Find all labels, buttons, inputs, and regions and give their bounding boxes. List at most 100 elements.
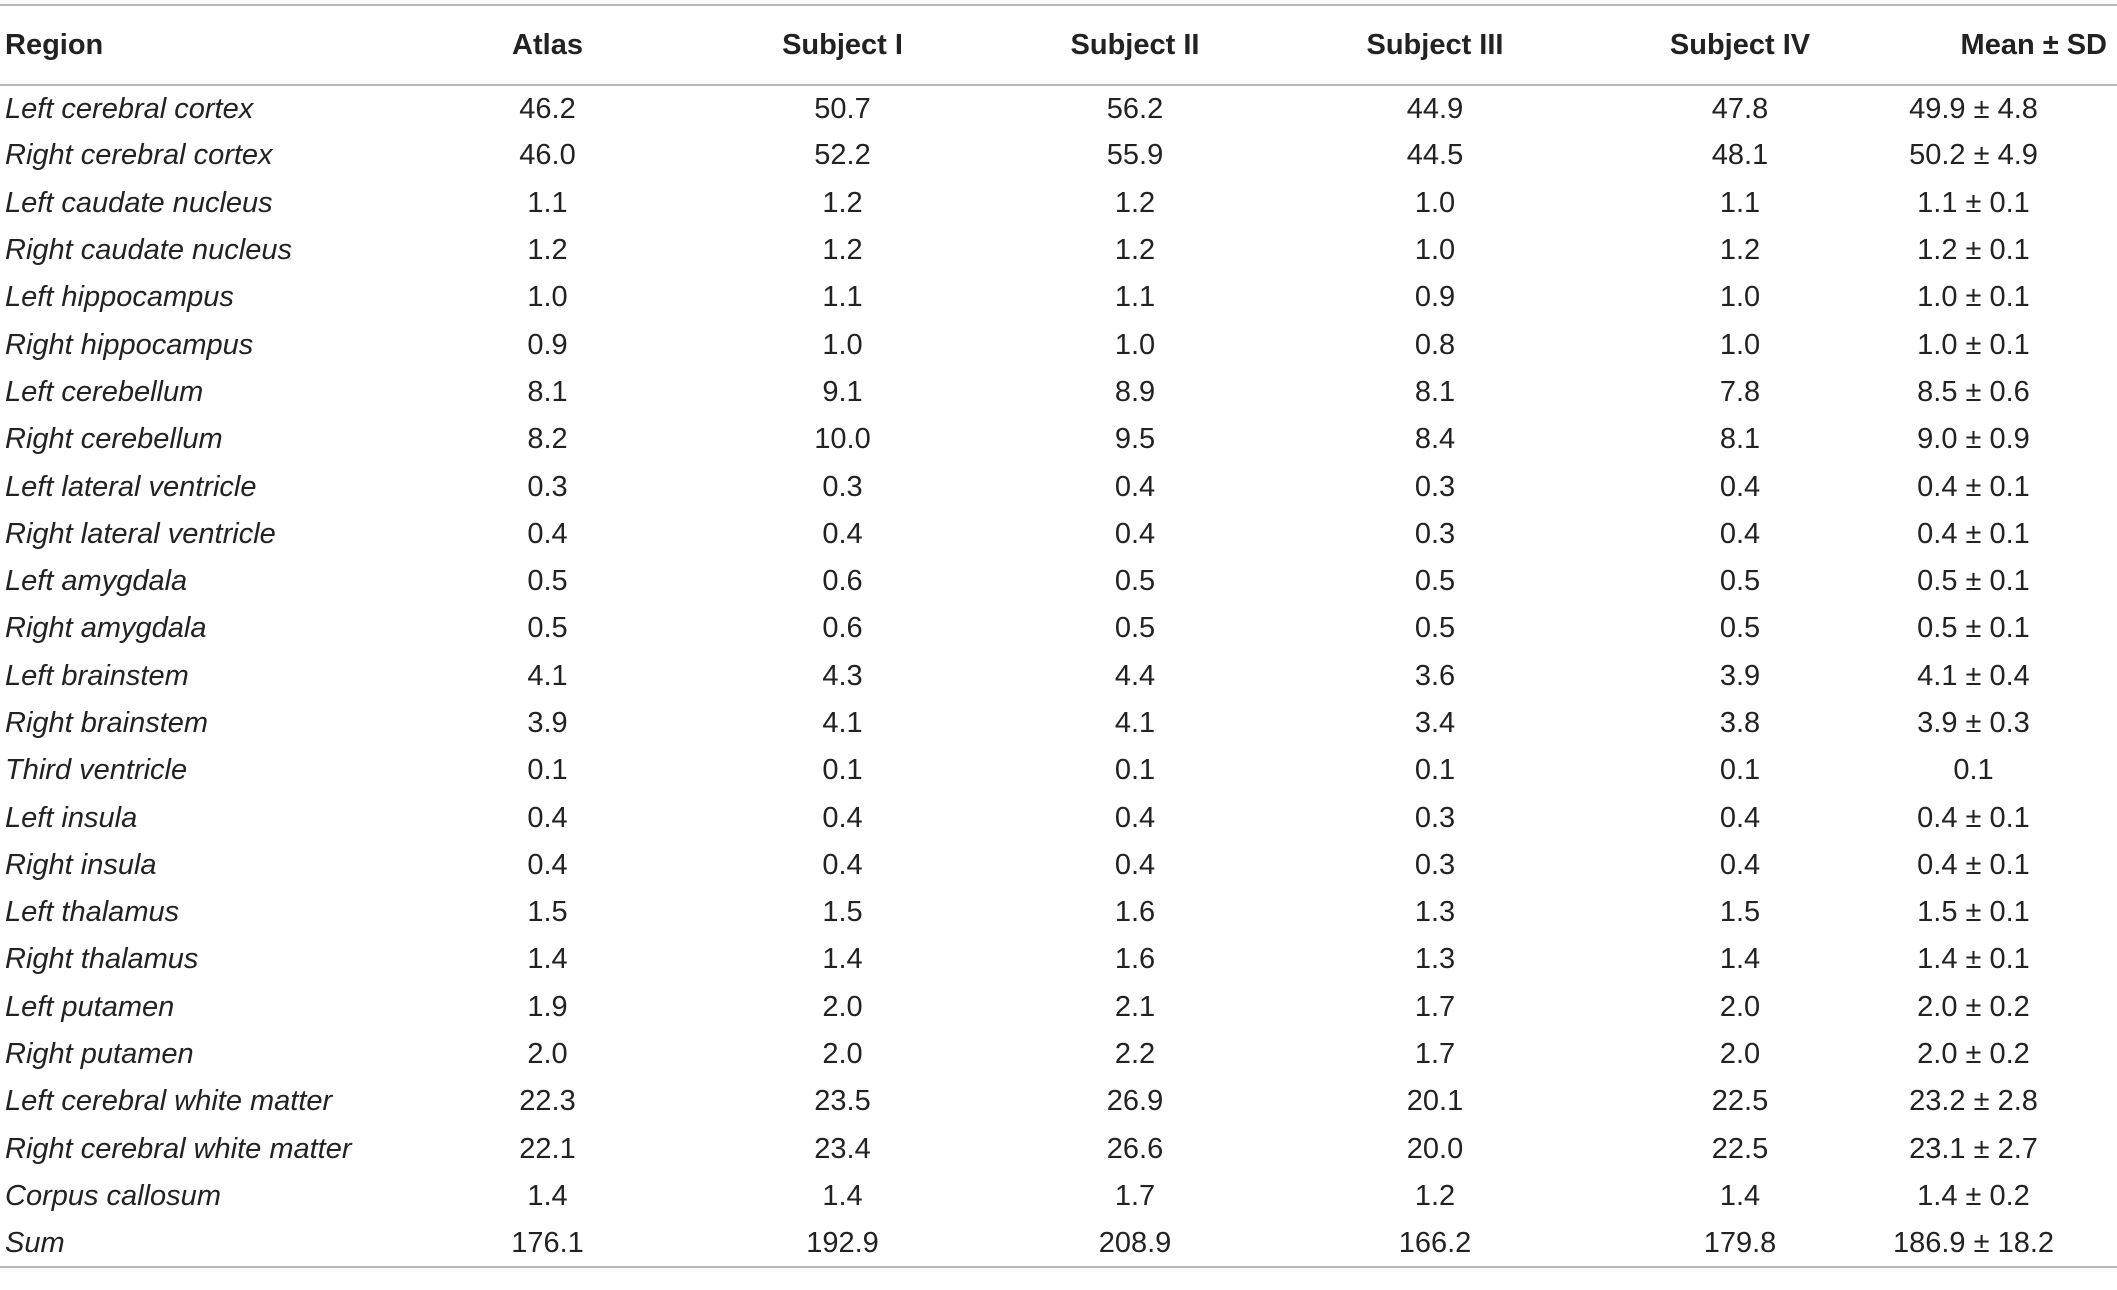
cell-atlas: 1.5 bbox=[527, 896, 568, 929]
cell-subject-1: 4.1 bbox=[822, 707, 863, 739]
cell-mean-sd: 2.0 ± 0.2 bbox=[1917, 990, 2030, 1023]
cell-subject-1: 1.4 bbox=[822, 1179, 863, 1212]
cell-subject-2: 4.4 bbox=[1114, 659, 1156, 692]
table-row: Right putamen 2.0 2.0 2.2 1.7 2.0 2.0 ± 0.2 bbox=[0, 1031, 2117, 1078]
cell-region: Left lateral ventricle bbox=[5, 470, 257, 503]
cell-atlas: 0.5 bbox=[527, 565, 568, 598]
cell-subject-1: 192.9 bbox=[645, 1220, 1040, 1269]
cell-atlas: 22.1 bbox=[519, 1132, 576, 1165]
cell-subject-2: 56.2 bbox=[1106, 92, 1164, 125]
cell-atlas: 0.4 bbox=[527, 848, 568, 881]
table-row: Left amygdala 0.5 0.6 0.5 0.5 0.5 0.5 ± 0.1 bbox=[0, 558, 2117, 605]
cell-mean-sd: 0.5 ± 0.1 bbox=[1917, 565, 2030, 598]
table-row: Left cerebral cortex 46.2 50.7 56.2 44.9 47.8… bbox=[0, 85, 2117, 132]
table-row: Right hippocampus 0.9 1.0 1.0 0.8 1.0 1.0 ± 0.… bbox=[0, 321, 2117, 368]
cell-atlas: 3.9 bbox=[527, 707, 568, 739]
cell-subject-4: 0.5 bbox=[1719, 565, 1761, 598]
cell-subject-2: 1.6 bbox=[1114, 896, 1156, 929]
cell-subject-3: 1.0 bbox=[1414, 186, 1456, 219]
cell-subject-4: 179.8 bbox=[1640, 1220, 1840, 1269]
cell-subject-2: 0.1 bbox=[1114, 754, 1156, 787]
cell-subject-3: 1.2 bbox=[1414, 1179, 1456, 1212]
table-row: Left lateral ventricle 0.3 0.3 0.4 0.3 0.4 0.4… bbox=[0, 463, 2117, 510]
cell-region: Left cerebellum bbox=[5, 375, 204, 408]
cell-atlas: 0.1 bbox=[527, 754, 568, 787]
cell-atlas: 0.9 bbox=[527, 328, 568, 361]
cell-subject-3: 8.4 bbox=[1414, 423, 1456, 456]
cell-mean-sd: 1.4 ± 0.1 bbox=[1917, 943, 2030, 976]
cell-subject-2: 0.5 bbox=[1114, 565, 1156, 598]
cell-subject-4: 1.0 bbox=[1719, 328, 1761, 361]
cell-mean-sd: 1.0 ± 0.1 bbox=[1917, 281, 2030, 314]
cell-atlas: 46.0 bbox=[519, 139, 576, 172]
cell-mean-sd: 1.5 ± 0.1 bbox=[1917, 896, 2030, 929]
cell-subject-4: 1.4 bbox=[1719, 943, 1761, 976]
cell-subject-2: 26.6 bbox=[1106, 1132, 1164, 1165]
cell-subject-2: 0.5 bbox=[1114, 612, 1156, 645]
cell-subject-3: 0.5 bbox=[1414, 612, 1456, 645]
cell-subject-3: 0.3 bbox=[1414, 848, 1456, 881]
table-row: Left brainstem 4.1 4.3 4.4 3.6 3.9 4.1 ± 0.4 bbox=[0, 653, 2117, 700]
cell-atlas: 2.0 bbox=[527, 1038, 568, 1071]
volume-table-container: Region Atlas Subject I Subject II Subjec… bbox=[0, 4, 2117, 1269]
cell-subject-4: 2.0 bbox=[1719, 1038, 1761, 1071]
cell-atlas: 8.1 bbox=[527, 375, 568, 408]
cell-subject-3: 0.3 bbox=[1414, 517, 1456, 550]
cell-atlas: 1.1 bbox=[527, 186, 568, 219]
cell-mean-sd: 4.1 ± 0.4 bbox=[1917, 659, 2030, 692]
cell-region: Left cerebral white matter bbox=[5, 1085, 333, 1118]
cell-region: Left insula bbox=[5, 801, 138, 834]
cell-region: Left caudate nucleus bbox=[5, 186, 273, 219]
header-subject-3: Subject III bbox=[1230, 4, 1640, 86]
cell-region: Right amygdala bbox=[5, 612, 207, 645]
cell-subject-3: 0.3 bbox=[1414, 470, 1456, 503]
cell-atlas: 1.2 bbox=[527, 234, 568, 267]
cell-atlas: 22.3 bbox=[519, 1085, 576, 1118]
cell-subject-4: 0.4 bbox=[1719, 848, 1761, 881]
cell-region: Right thalamus bbox=[5, 943, 199, 976]
table-row: Third ventricle 0.1 0.1 0.1 0.1 0.1 0.1 bbox=[0, 747, 2117, 794]
cell-subject-4: 0.5 bbox=[1719, 612, 1761, 645]
cell-mean-sd: 49.9 ± 4.8 bbox=[1909, 92, 2038, 125]
cell-subject-2: 2.2 bbox=[1114, 1038, 1156, 1071]
cell-subject-1: 23.4 bbox=[814, 1132, 871, 1165]
cell-subject-1: 10.0 bbox=[814, 423, 871, 456]
cell-subject-4: 0.1 bbox=[1719, 754, 1761, 787]
cell-subject-4: 3.9 bbox=[1719, 659, 1761, 692]
header-subject-2: Subject II bbox=[1040, 4, 1230, 86]
cell-subject-4: 0.4 bbox=[1719, 470, 1761, 503]
cell-subject-4: 22.5 bbox=[1711, 1132, 1769, 1165]
cell-atlas: 0.3 bbox=[527, 470, 568, 503]
cell-subject-1: 1.2 bbox=[822, 234, 863, 267]
table-row: Right amygdala 0.5 0.6 0.5 0.5 0.5 0.5 ± 0.1 bbox=[0, 605, 2117, 652]
cell-subject-2: 1.2 bbox=[1114, 234, 1156, 267]
cell-mean-sd: 0.4 ± 0.1 bbox=[1917, 801, 2030, 834]
cell-region: Right caudate nucleus bbox=[5, 234, 292, 267]
cell-subject-3: 20.0 bbox=[1406, 1132, 1464, 1165]
cell-subject-3: 166.2 bbox=[1230, 1220, 1640, 1269]
cell-subject-1: 50.7 bbox=[814, 92, 871, 125]
cell-region: Right putamen bbox=[5, 1038, 194, 1071]
cell-subject-3: 1.7 bbox=[1414, 1038, 1456, 1071]
cell-subject-4: 1.5 bbox=[1719, 896, 1761, 929]
cell-subject-1: 23.5 bbox=[814, 1085, 871, 1118]
table-row: Right cerebral white matter 22.1 23.4 26.6 2… bbox=[0, 1126, 2117, 1173]
cell-mean-sd: 1.2 ± 0.1 bbox=[1917, 234, 2030, 267]
header-atlas: Atlas bbox=[450, 4, 645, 86]
cell-mean-sd: 1.0 ± 0.1 bbox=[1917, 328, 2030, 361]
cell-subject-3: 1.0 bbox=[1414, 234, 1456, 267]
cell-region: Right cerebral cortex bbox=[5, 139, 273, 172]
cell-subject-4: 8.1 bbox=[1719, 423, 1761, 456]
cell-mean-sd: 9.0 ± 0.9 bbox=[1917, 423, 2030, 456]
cell-region: Left cerebral cortex bbox=[5, 92, 254, 125]
cell-subject-2: 208.9 bbox=[1040, 1220, 1230, 1269]
cell-subject-4: 1.2 bbox=[1719, 234, 1761, 267]
cell-mean-sd: 23.1 ± 2.7 bbox=[1909, 1132, 2038, 1165]
cell-mean-sd: 0.5 ± 0.1 bbox=[1917, 612, 2030, 645]
cell-subject-2: 1.6 bbox=[1114, 943, 1156, 976]
cell-mean-sd: 186.9 ± 18.2 bbox=[1840, 1220, 2117, 1269]
cell-mean-sd: 0.1 bbox=[1953, 754, 1994, 787]
cell-region: Right insula bbox=[5, 848, 157, 881]
cell-subject-4: 3.8 bbox=[1719, 707, 1761, 739]
cell-subject-3: 44.9 bbox=[1406, 92, 1464, 125]
